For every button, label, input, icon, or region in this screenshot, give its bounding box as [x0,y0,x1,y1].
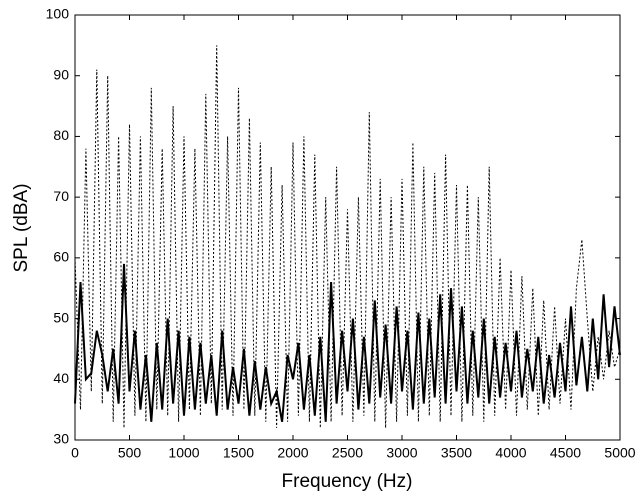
y-tick-label: 90 [53,66,69,82]
x-tick-label: 2000 [277,445,308,461]
y-tick-label: 100 [46,6,70,22]
y-tick-label: 60 [53,249,69,265]
x-tick-label: 3000 [386,445,417,461]
x-tick-label: 4000 [495,445,526,461]
series-line [74,45,621,428]
x-tick-label: 500 [118,445,142,461]
y-tick-label: 70 [53,188,69,204]
x-axis-label: Frequency (Hz) [282,471,413,492]
x-tick-label: 2500 [332,445,363,461]
x-tick-label: 3500 [441,445,472,461]
x-tick-label: 4500 [550,445,581,461]
y-tick-label: 50 [53,309,69,325]
series-line [74,263,621,422]
x-tick-label: 1000 [168,445,199,461]
y-tick-label: 80 [53,127,69,143]
y-tick-label: 40 [53,370,69,386]
y-axis-label: SPL (dBA) [11,183,32,272]
x-tick-label: 5000 [604,445,635,461]
x-tick-label: 1500 [223,445,254,461]
y-tick-label: 30 [53,431,69,447]
plot-frame [74,14,621,441]
x-tick-label: 0 [71,445,79,461]
